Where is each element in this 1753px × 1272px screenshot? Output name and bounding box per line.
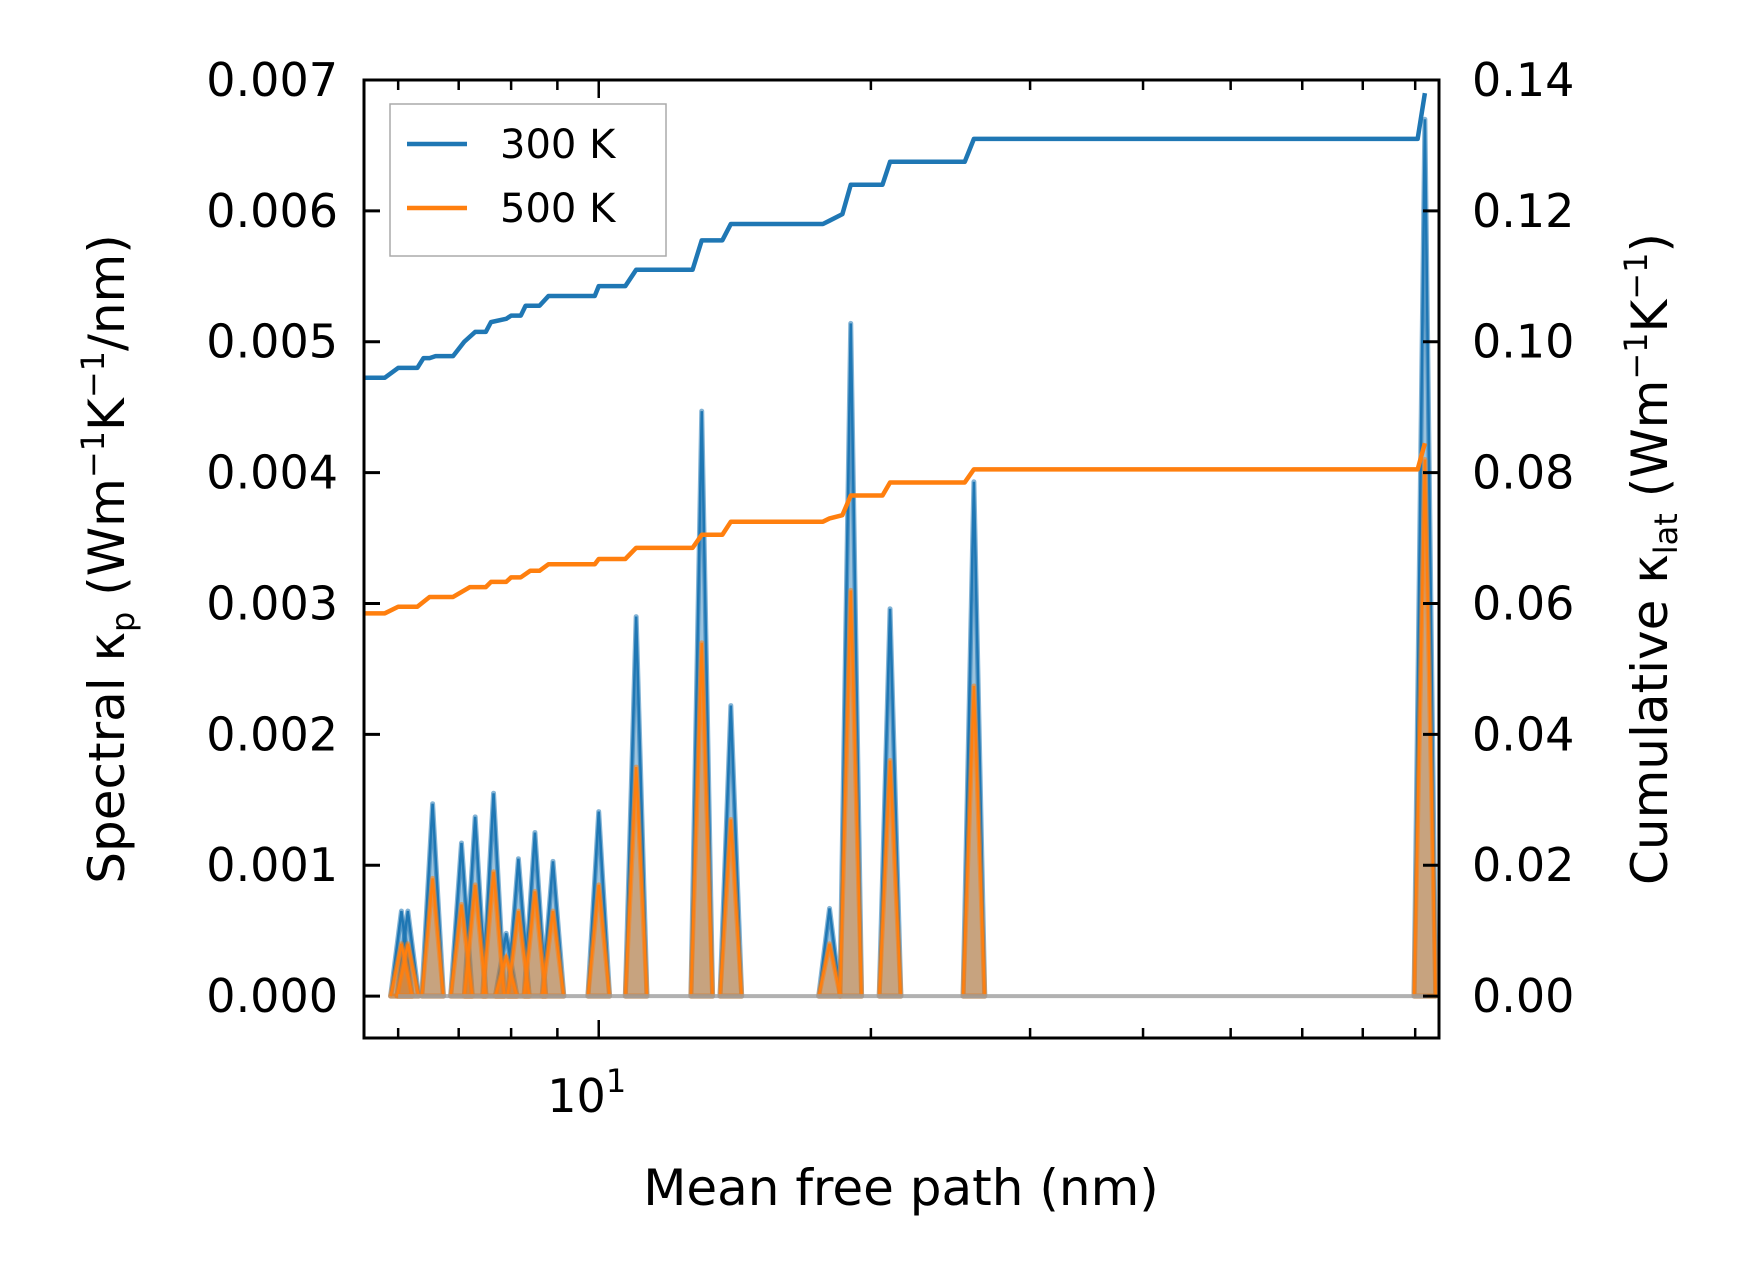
spectral-layer <box>388 116 1439 999</box>
x-tick-label-base: 10 <box>547 1069 606 1123</box>
left-tick-label-0: 0.000 <box>206 969 338 1023</box>
spectral-peak-line-500k-10 <box>586 884 611 997</box>
spectral-peak-line-500k-9 <box>540 910 566 997</box>
x-tick-label-0: 101 <box>547 1062 626 1123</box>
x-axis-title: Mean free path (nm) <box>643 1159 1159 1217</box>
left-tick-label-7: 0.007 <box>206 53 338 107</box>
right-y-axis-title: Cumulative κlat (Wm−1K−1) <box>1617 233 1685 885</box>
right-tick-label-2: 0.04 <box>1472 707 1574 761</box>
legend-box <box>389 103 667 257</box>
spectral-peak-line-500k-17 <box>961 685 986 997</box>
spectral-peak-line-500k-12 <box>689 642 714 997</box>
right-y-axis: 0.00 0.02 0.04 0.06 0.08 0.10 0.12 0.14 <box>1423 53 1574 1023</box>
right-tick-label-5: 0.10 <box>1472 315 1574 369</box>
cumulative-line-500k <box>364 442 1428 616</box>
cumulative-layer <box>364 92 1428 616</box>
spectral-peak-line-500k-13 <box>718 819 743 997</box>
spectral-peak-line-500k-8 <box>522 891 548 997</box>
left-tick-label-4: 0.004 <box>206 446 338 500</box>
spectral-peak-line-500k-18 <box>1412 459 1437 997</box>
spectral-peak-line-500k-1 <box>395 943 420 997</box>
spectral-peak-line-500k-15 <box>838 590 863 997</box>
spectral-peak-line-500k-6 <box>494 952 519 997</box>
spectral-peak-line-500k-2 <box>420 878 445 997</box>
right-tick-label-0: 0.00 <box>1472 969 1574 1023</box>
left-tick-label-5: 0.005 <box>206 315 338 369</box>
spectral-peak-line-500k-16 <box>877 760 903 997</box>
right-tick-label-6: 0.12 <box>1472 184 1574 238</box>
plot-frame <box>362 78 1441 1040</box>
legend-label-500k: 500 K <box>500 186 617 232</box>
left-tick-label-6: 0.006 <box>206 184 338 238</box>
left-y-axis: 0.000 0.001 0.002 0.003 0.004 0.005 0.006 0.007 <box>206 53 380 1023</box>
legend: 300 K 500 K <box>389 103 667 257</box>
spectral-peak-line-500k-4 <box>463 884 488 997</box>
right-tick-label-3: 0.06 <box>1472 576 1574 630</box>
right-tick-label-4: 0.08 <box>1472 446 1574 500</box>
left-tick-label-2: 0.002 <box>206 707 338 761</box>
legend-label-300k: 300 K <box>500 122 617 168</box>
spectral-peak-line-500k-5 <box>481 871 506 997</box>
left-tick-label-3: 0.003 <box>206 576 338 630</box>
spectral-peak-line-500k-14 <box>817 943 842 997</box>
x-tick-label-exponent: 1 <box>606 1062 626 1100</box>
right-tick-label-1: 0.02 <box>1472 838 1574 892</box>
right-tick-label-7: 0.14 <box>1472 53 1574 107</box>
left-y-axis-title: Spectral κp (Wm−1K−1/nm) <box>74 234 142 884</box>
spectral-peak-line-500k-0 <box>389 943 414 997</box>
left-tick-label-1: 0.001 <box>206 838 338 892</box>
cumulative-line-300k <box>364 92 1428 380</box>
spectral-peak-line-500k-11 <box>624 767 649 997</box>
x-axis: 101 <box>396 80 1417 1123</box>
